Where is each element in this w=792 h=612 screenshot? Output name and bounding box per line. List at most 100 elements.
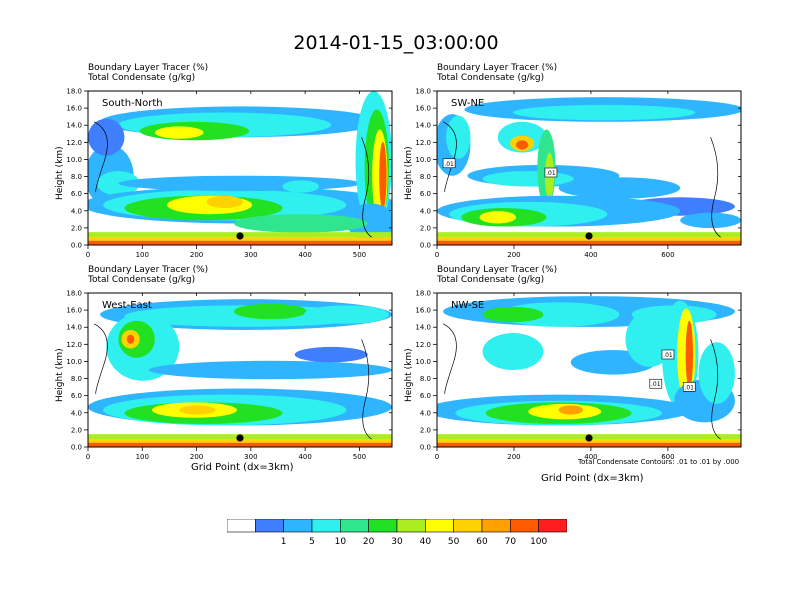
x-tick-label: 400 [298, 251, 311, 259]
tracer-region [482, 306, 544, 323]
tracer-region [154, 126, 204, 139]
contour-label: .01 [684, 384, 694, 391]
panel-title-line2: Total Condensate (g/kg) [437, 275, 545, 285]
contour-label-box [544, 167, 558, 178]
condensate-contour [361, 137, 372, 238]
legend-swatch [226, 518, 256, 533]
legend-label: 100 [530, 537, 548, 547]
legend-swatch [283, 518, 313, 533]
panel-title-line2: Total Condensate (g/kg) [88, 275, 196, 285]
y-axis-label: Height (km) [404, 146, 414, 200]
legend-swatch [311, 518, 341, 533]
location-marker [585, 434, 593, 442]
y-tick-label: 18.0 [415, 88, 431, 96]
y-tick-label: 0.0 [71, 242, 82, 250]
tracer-region [233, 303, 307, 320]
legend-label: 40 [419, 537, 432, 547]
field-layer [88, 293, 392, 447]
y-axis-label: Height (km) [55, 146, 65, 200]
tracer-region [206, 195, 244, 209]
y-tick-label: 0.0 [420, 444, 431, 452]
y-tick-label: 2.0 [71, 426, 82, 434]
y-tick-label: 14.0 [415, 324, 431, 332]
panel-title-line2: Total Condensate (g/kg) [88, 73, 196, 83]
x-tick-label: 200 [190, 453, 203, 461]
boundary-layer-band [88, 240, 392, 245]
y-tick-label: 6.0 [420, 392, 431, 400]
y-tick-label: 4.0 [420, 207, 431, 215]
legend-swatch [481, 518, 511, 533]
field-layer [88, 91, 392, 245]
y-tick-label: 18.0 [66, 88, 82, 96]
y-tick-label: 8.0 [71, 375, 82, 383]
tracer-region [379, 141, 387, 210]
contour-note: Total Condensate Contours: .01 to .01 by… [578, 458, 740, 466]
section-name: SW-NE [451, 98, 484, 109]
y-tick-label: 16.0 [415, 307, 431, 315]
figure-title: 2014-01-15_03:00:00 [293, 32, 499, 54]
legend-bar [226, 518, 568, 533]
tracer-region [446, 115, 471, 159]
panel-title-line1: Boundary Layer Tracer (%) [437, 265, 558, 275]
y-axis-label: Height (km) [404, 348, 414, 402]
y-tick-label: 8.0 [420, 173, 431, 181]
tracer-region [294, 346, 368, 363]
tracer-region [179, 405, 216, 415]
legend-label: 10 [334, 537, 347, 547]
legend-swatch [453, 518, 483, 533]
legend-swatch [255, 518, 284, 533]
y-tick-label: 12.0 [66, 139, 82, 147]
heatmap-plot: 0.0 2.0 4.0 6.0 8.0 10.0 12.0 14.0 16.0 18.0 0 200 4… [415, 88, 742, 259]
y-tick-label: 8.0 [420, 375, 431, 383]
boundary-layer-band [88, 442, 392, 447]
tracer-region [303, 305, 389, 324]
x-axis-label: Grid Point (dx=3km) [191, 462, 294, 473]
y-tick-label: 10.0 [415, 358, 431, 366]
contour-label: .01 [444, 161, 454, 168]
legend-swatch [396, 518, 426, 533]
x-tick-label: 400 [298, 453, 311, 461]
x-tick-label: 0 [86, 251, 90, 259]
condensate-contour [710, 137, 721, 238]
legend-label: 30 [391, 537, 403, 547]
tracer-region [698, 342, 735, 404]
heatmap-canvas: 0.0 2.0 4.0 6.0 8.0 10.0 12.0 14.0 16.0 18.0 0 200 4… [415, 290, 742, 461]
y-tick-label: 0.0 [71, 444, 82, 452]
y-tick-label: 10.0 [415, 156, 431, 164]
x-tick-label: 600 [661, 251, 674, 259]
section-name: West-East [102, 300, 152, 311]
legend-label: 1 [280, 537, 287, 547]
tracer-region [558, 177, 681, 199]
contour-label-box [649, 378, 663, 389]
x-tick-label: 300 [244, 453, 257, 461]
x-tick-label: 200 [507, 251, 520, 259]
heatmap-plot: 0.0 2.0 4.0 6.0 8.0 10.0 12.0 14.0 16.0 18.0 0 200 4… [415, 290, 742, 461]
field-layer [437, 91, 741, 245]
condensate-contour [93, 323, 108, 395]
y-tick-label: 4.0 [71, 207, 82, 215]
legend-swatch [368, 518, 398, 533]
contour-label: .01 [651, 381, 661, 388]
condensate-contour [93, 121, 108, 193]
y-tick-label: 18.0 [415, 290, 431, 298]
y-tick-label: 6.0 [71, 190, 82, 198]
x-tick-label: 100 [136, 251, 149, 259]
contour-label-box [682, 382, 696, 392]
y-tick-label: 10.0 [66, 156, 82, 164]
y-tick-label: 8.0 [71, 173, 82, 181]
legend-label: 5 [309, 537, 315, 547]
y-tick-label: 6.0 [71, 392, 82, 400]
y-tick-label: 12.0 [415, 341, 431, 349]
legend-swatch [538, 518, 568, 533]
plot-frame [87, 292, 393, 448]
tracer-region [482, 333, 544, 370]
tracer-region [126, 334, 135, 344]
x-tick-label: 500 [353, 251, 366, 259]
y-tick-label: 14.0 [66, 122, 82, 130]
panel-title-line1: Boundary Layer Tracer (%) [88, 265, 209, 275]
boundary-layer-band [437, 442, 741, 447]
field-layer [437, 293, 741, 447]
tracer-region [479, 211, 517, 224]
x-axis-label: Grid Point (dx=3km) [541, 473, 644, 484]
x-tick-label: 400 [584, 453, 597, 461]
